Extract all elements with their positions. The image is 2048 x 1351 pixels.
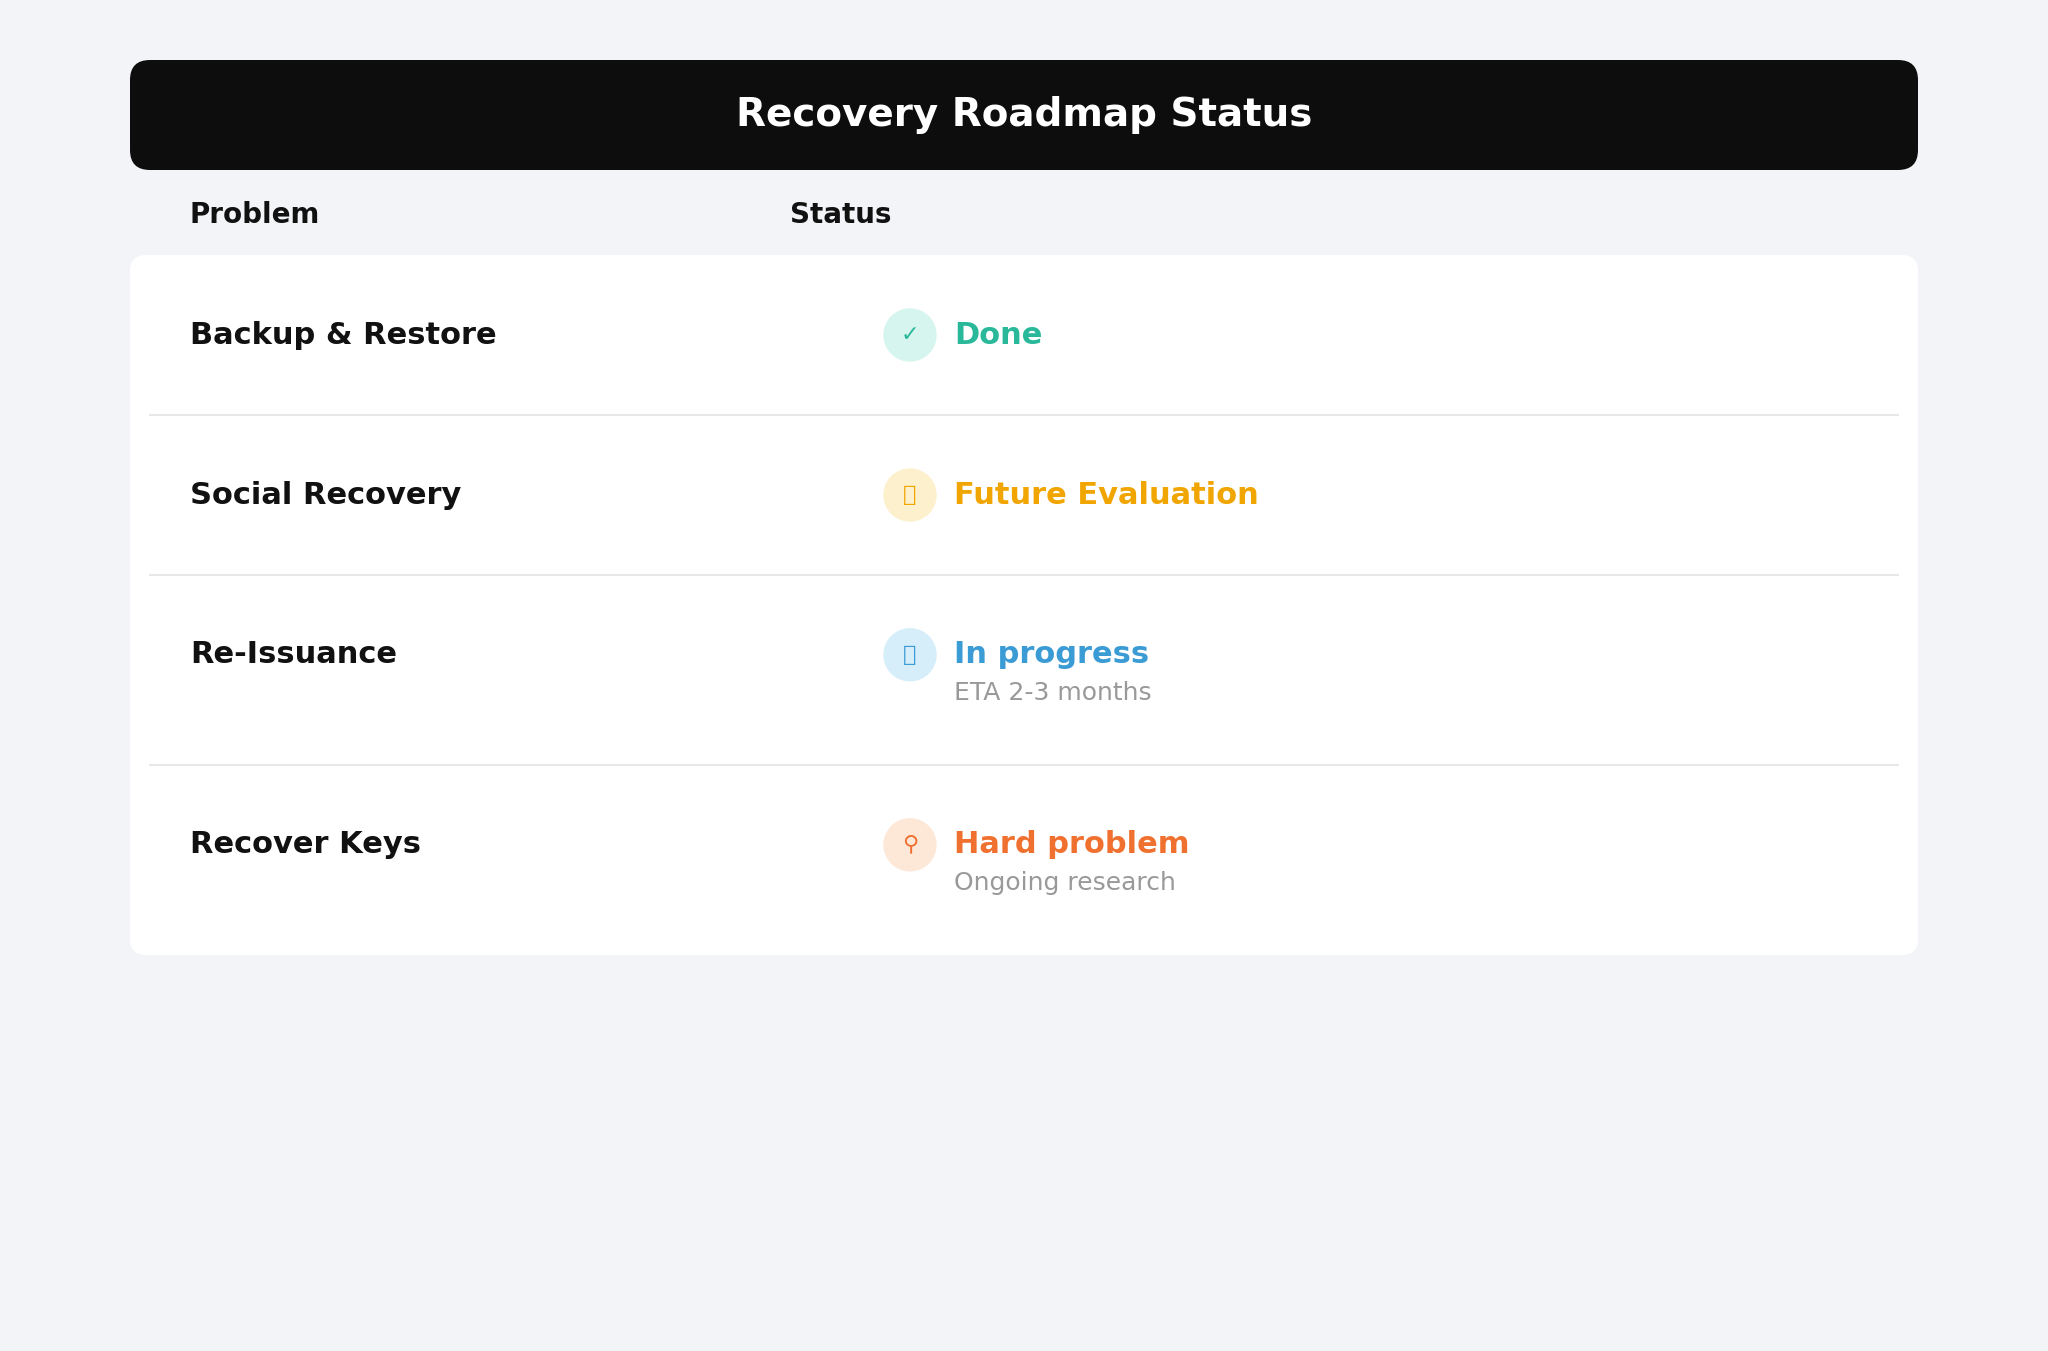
Text: ⚲: ⚲ (901, 835, 918, 855)
Circle shape (885, 628, 936, 681)
Text: Done: Done (954, 320, 1042, 350)
Text: Ongoing research: Ongoing research (954, 871, 1176, 894)
FancyBboxPatch shape (129, 255, 1919, 955)
Text: Recovery Roadmap Status: Recovery Roadmap Status (735, 96, 1313, 134)
Circle shape (885, 469, 936, 521)
Text: Social Recovery: Social Recovery (190, 481, 461, 509)
Text: ✓: ✓ (901, 326, 920, 345)
Text: Hard problem: Hard problem (954, 831, 1190, 859)
Text: Status: Status (791, 201, 891, 230)
Text: Re-Issuance: Re-Issuance (190, 640, 397, 669)
Text: ETA 2-3 months: ETA 2-3 months (954, 681, 1151, 705)
Text: Backup & Restore: Backup & Restore (190, 320, 496, 350)
Circle shape (885, 309, 936, 361)
Text: Problem: Problem (190, 201, 319, 230)
Text: Future Evaluation: Future Evaluation (954, 481, 1260, 509)
Text: ⧖: ⧖ (903, 485, 918, 505)
Text: In progress: In progress (954, 640, 1149, 669)
FancyBboxPatch shape (129, 59, 1919, 170)
Circle shape (885, 819, 936, 871)
Text: ⌛: ⌛ (903, 644, 918, 665)
Text: Recover Keys: Recover Keys (190, 831, 422, 859)
